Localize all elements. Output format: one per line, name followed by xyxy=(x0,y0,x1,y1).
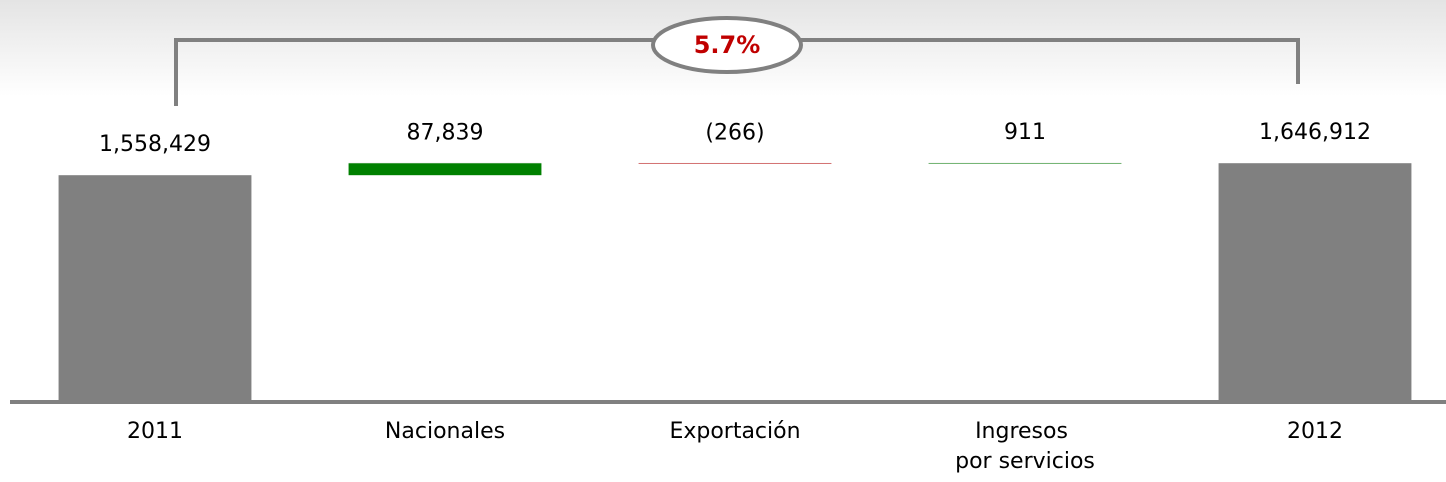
delta-bar xyxy=(638,163,832,164)
delta-bar xyxy=(348,163,542,176)
category-label: 2012 xyxy=(1287,419,1343,444)
category-label: Ingresos por servicios xyxy=(955,419,1095,474)
value-label: 87,839 xyxy=(407,120,484,145)
category-label: 2011 xyxy=(127,419,183,444)
delta-bar xyxy=(928,163,1122,164)
category-label: Exportación xyxy=(669,419,800,444)
value-label: 911 xyxy=(1004,120,1046,145)
total-bar xyxy=(58,175,252,400)
category-label: Nacionales xyxy=(385,419,505,444)
annotation-bubble xyxy=(651,16,803,74)
annotation: 5.7% xyxy=(694,31,761,59)
value-label: 1,646,912 xyxy=(1259,120,1371,145)
value-label: 1,558,429 xyxy=(99,132,211,157)
value-label: (266) xyxy=(705,120,764,145)
total-bar xyxy=(1218,163,1412,400)
